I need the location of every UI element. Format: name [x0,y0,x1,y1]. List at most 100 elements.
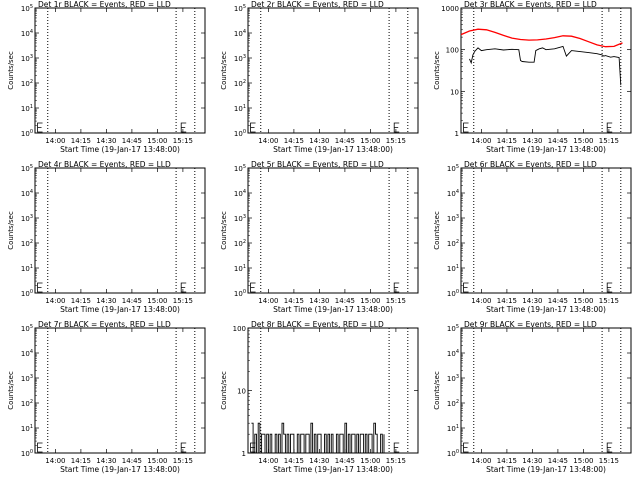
x-tick-label: 14:30 [96,457,116,465]
y-tick-label: 1 [455,130,459,138]
x-tick-label: 15:00 [360,297,380,305]
x-tick-label: 14:30 [96,137,116,145]
x-tick-label: 14:00 [45,137,65,145]
x-tick-label: 14:00 [45,297,65,305]
plot-frame [34,7,206,134]
y-tick-label: 101 [234,104,246,113]
y-tick-label: 103 [234,54,246,63]
x-tick-label: 14:30 [96,297,116,305]
e-marker [393,442,400,453]
e-marker [37,282,43,293]
x-tick-label: 15:00 [360,137,380,145]
y-tick-label: 103 [21,374,33,383]
detector-panel-1: Det 1r BLACK = Events, RED = LLD 100 101 10… [7,0,206,154]
detector-panel-8: Det 8r BLACK = Events, RED = LLD 1 10 100 14… [220,320,419,474]
x-tick-label: 15:00 [147,137,167,145]
y-tick-label: 100 [447,449,459,458]
x-tick-label: 14:00 [258,137,278,145]
x-axis-label: Start Time (19-Jan-17 13:48:00) [273,465,393,474]
x-tick-label: 14:45 [122,137,142,145]
x-tick-label: 14:15 [71,457,91,465]
panel-title: Det 1r BLACK = Events, RED = LLD [38,0,171,9]
x-tick-label: 14:45 [548,457,568,465]
e-marker [180,442,187,453]
plot-frame [460,327,632,454]
plot-frame [460,7,632,134]
y-tick-label: 102 [447,399,459,408]
x-tick-label: 14:00 [258,297,278,305]
x-axis-label: Start Time (19-Jan-17 13:48:00) [273,305,393,314]
y-axis-label: Counts/sec [7,371,15,410]
x-tick-label: 14:30 [309,137,329,145]
x-tick-label: 14:15 [497,137,517,145]
e-marker [606,442,613,453]
x-tick-label: 14:15 [71,297,91,305]
y-axis-label: Counts/sec [220,211,228,250]
x-tick-label: 15:15 [599,137,619,145]
y-tick-label: 1 [242,450,246,458]
y-tick-label: 1000 [441,5,459,13]
y-axis-label: Counts/sec [7,51,15,90]
e-marker [37,442,43,453]
x-tick-label: 14:45 [122,297,142,305]
x-tick-label: 15:15 [599,457,619,465]
x-tick-label: 14:00 [471,137,491,145]
plot-frame [247,167,419,294]
y-tick-label: 100 [21,129,33,138]
detector-panel-7: Det 7r BLACK = Events, RED = LLD 100 101 10… [7,320,206,474]
detector-panel-2: Det 2r BLACK = Events, RED = LLD 100 101 10… [220,0,419,154]
y-axis-label: Counts/sec [220,371,228,410]
x-axis-label: Start Time (19-Jan-17 13:48:00) [486,465,606,474]
x-tick-label: 14:30 [522,137,542,145]
y-tick-label: 103 [234,214,246,223]
x-tick-label: 15:00 [573,297,593,305]
y-tick-label: 102 [234,239,246,248]
x-axis-label: Start Time (19-Jan-17 13:48:00) [273,145,393,154]
x-tick-label: 14:15 [284,137,304,145]
plot-frame [34,327,206,454]
x-tick-label: 14:45 [335,297,355,305]
y-tick-label: 104 [21,349,33,358]
detector-panel-9: Det 9r BLACK = Events, RED = LLD 100 101 10… [433,320,632,474]
x-tick-label: 15:00 [360,457,380,465]
x-tick-label: 14:30 [309,457,329,465]
y-tick-label: 105 [447,324,459,333]
x-tick-label: 14:45 [122,457,142,465]
panel-title: Det 2r BLACK = Events, RED = LLD [251,0,384,9]
y-tick-label: 101 [234,264,246,273]
x-tick-label: 14:00 [258,457,278,465]
x-axis-label: Start Time (19-Jan-17 13:48:00) [486,145,606,154]
y-tick-label: 105 [21,324,33,333]
y-tick-label: 104 [234,29,246,38]
y-tick-label: 102 [21,239,33,248]
x-tick-label: 14:15 [284,457,304,465]
detector-panel-3: Det 3r BLACK = Events, RED = LLD 1 10 100 10… [433,0,632,154]
plot-frame [247,7,419,134]
plot-frame [460,167,632,294]
x-tick-label: 15:00 [573,137,593,145]
x-tick-label: 14:30 [522,297,542,305]
y-tick-label: 103 [447,214,459,223]
y-tick-label: 103 [21,214,33,223]
x-tick-label: 14:45 [548,137,568,145]
series-line-1 [460,28,623,48]
y-tick-label: 101 [447,424,459,433]
y-tick-label: 102 [21,79,33,88]
y-tick-label: 105 [447,164,459,173]
x-axis-label: Start Time (19-Jan-17 13:48:00) [486,305,606,314]
e-marker [606,122,613,133]
x-tick-label: 14:15 [497,297,517,305]
detector-panel-5: Det 5r BLACK = Events, RED = LLD 100 101 10… [220,160,419,314]
y-tick-label: 105 [21,164,33,173]
detector-panel-4: Det 4r BLACK = Events, RED = LLD 100 101 10… [7,160,206,314]
panel-title: Det 6r BLACK = Events, RED = LLD [464,160,597,169]
x-axis-label: Start Time (19-Jan-17 13:48:00) [60,465,180,474]
y-tick-label: 104 [447,349,459,358]
y-tick-label: 100 [21,289,33,298]
x-axis-label: Start Time (19-Jan-17 13:48:00) [60,145,180,154]
y-tick-label: 103 [447,374,459,383]
y-tick-label: 104 [21,189,33,198]
y-axis-label: Counts/sec [433,371,441,410]
panel-title: Det 7r BLACK = Events, RED = LLD [38,320,171,329]
e-marker [250,282,256,293]
